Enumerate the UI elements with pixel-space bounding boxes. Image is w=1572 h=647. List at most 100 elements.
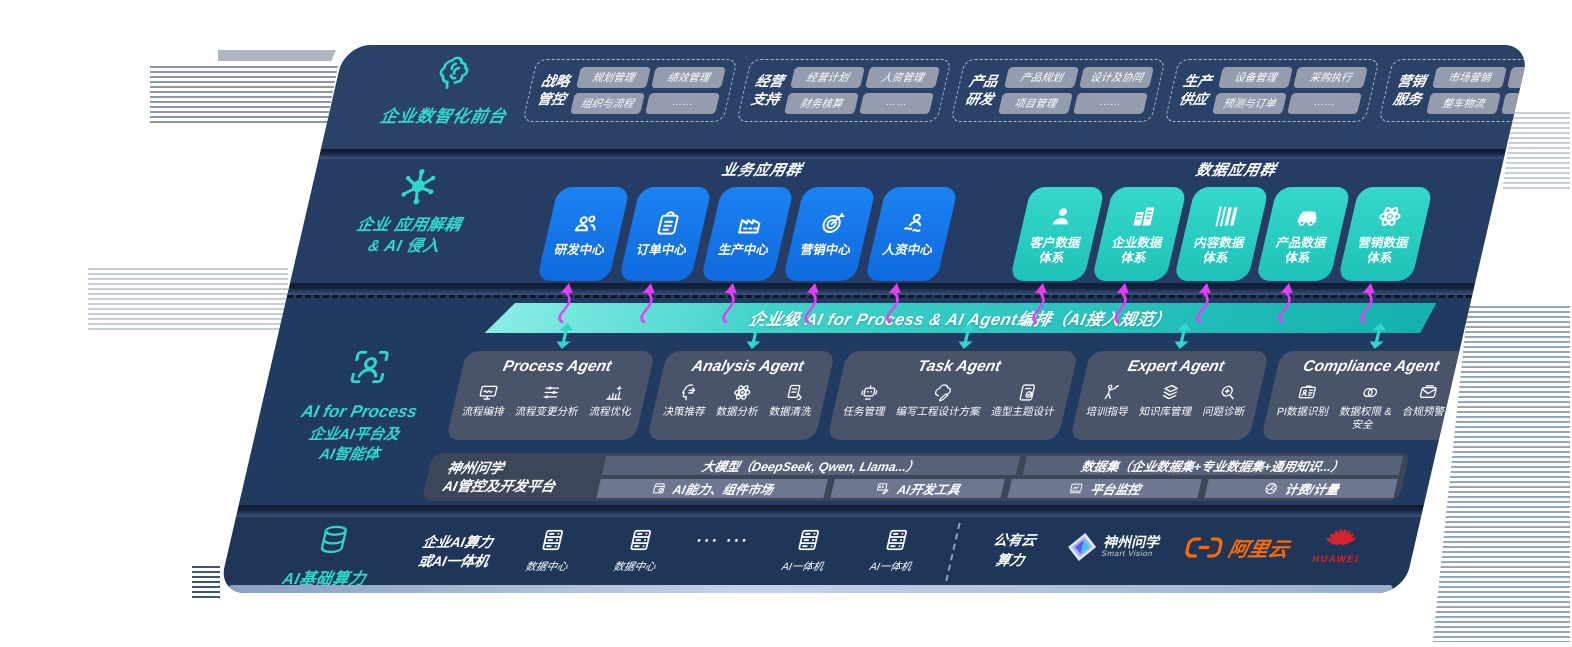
apps-label: 企业 应用解耦 & AI 侵入 bbox=[324, 216, 489, 258]
agent-item-label: 流程编排 bbox=[460, 406, 506, 418]
slab-edge bbox=[318, 149, 1506, 159]
enterprise-compute-line2: 或AI一体机 bbox=[416, 552, 491, 569]
monitor-icon bbox=[1067, 481, 1085, 496]
dev-platform-label: 神州问学 AI管控及开发平台 bbox=[429, 459, 605, 495]
decision-icon bbox=[676, 382, 702, 403]
market-icon bbox=[649, 481, 667, 496]
frontdesk-pill: 财务核算 bbox=[784, 93, 859, 114]
smartvision-name: 神州问学 bbox=[1102, 534, 1163, 551]
server-icon bbox=[880, 525, 913, 555]
atom-icon bbox=[729, 382, 755, 403]
agent-box: Task Agent 任务管理 编写工程设计方案 造型主题设计 bbox=[826, 323, 1079, 441]
app-card-label: 订单中心 bbox=[635, 243, 689, 257]
slab-bottom-highlight bbox=[226, 585, 1394, 593]
platform-tool-label: 平台监控 bbox=[1088, 483, 1142, 497]
frontdesk-group-pills: 经营计划 人资管理 财务核算…… bbox=[784, 67, 940, 114]
frontdesk-pill: …… bbox=[1501, 93, 1530, 114]
frontdesk-group-pills: 产品规划 设计及协同 项目管理…… bbox=[998, 67, 1154, 114]
alicloud-logo-icon bbox=[1182, 535, 1226, 560]
agent-items: PI数据识别 数据权限 & 安全 合规预警 bbox=[1272, 382, 1451, 431]
app-card: 营销中心 bbox=[782, 187, 877, 324]
huawei-logo-icon bbox=[1322, 529, 1358, 553]
server-icon bbox=[536, 525, 569, 555]
teal-updown-arrow bbox=[743, 323, 766, 354]
agent-item-label: 流程变更分析 bbox=[513, 406, 580, 418]
agent-item: 问题诊断 bbox=[1201, 382, 1251, 419]
app-card: 人资中心 bbox=[864, 187, 959, 324]
dataset-bar: 数据集（企业数据集+专业数据集+通用知识...） bbox=[1022, 456, 1404, 475]
compute-node: 数据中心 bbox=[601, 525, 676, 574]
teal-updown-arrow bbox=[552, 323, 575, 354]
agent-title: Expert Agent bbox=[1126, 358, 1226, 375]
dev-platform-row-bottom: AI能力、组件市场 AI开发工具 平台监控 计费/计量 bbox=[596, 479, 1398, 498]
clean-icon bbox=[782, 382, 808, 403]
public-cloud-line2: 算力 bbox=[994, 551, 1027, 568]
frontdesk-pill: 客户关系 bbox=[1507, 67, 1530, 88]
agent-title: Analysis Agent bbox=[690, 358, 806, 375]
diagnose-icon bbox=[1215, 382, 1241, 403]
compute-node: 数据中心 bbox=[513, 525, 588, 574]
dashed-divider bbox=[945, 523, 961, 581]
teal-updown-arrow bbox=[1366, 323, 1389, 354]
agent-item: 数据分析 bbox=[715, 382, 765, 419]
person-icon bbox=[1045, 203, 1078, 230]
magenta-flow-arrow bbox=[558, 283, 573, 324]
app-card-label: 生产中心 bbox=[717, 243, 771, 257]
app-card: 产品数据 体系 bbox=[1255, 187, 1352, 324]
agent-item-label: 流程优化 bbox=[587, 406, 633, 418]
frontdesk-pill: 项目管理 bbox=[998, 93, 1073, 114]
frontdesk-groups: 战略 管控 规划管理 绩效管理 组织与流程…… 经营 支持 经营计划 人资管理 财务核算……… bbox=[522, 59, 1530, 122]
compute-node: AI一体机 bbox=[769, 525, 844, 574]
frontdesk-pill: 设备管理 bbox=[1218, 67, 1293, 88]
idcard-icon bbox=[1294, 382, 1320, 403]
ai-platform-subtitle-line1: 企业AI平台及 bbox=[307, 426, 402, 443]
frontdesk-group: 经营 支持 经营计划 人资管理 财务核算…… bbox=[736, 59, 952, 122]
platform-tool-bar: 计费/计量 bbox=[1204, 479, 1398, 498]
smartvision-logo-icon bbox=[1064, 532, 1101, 562]
data-app-group: 数据应用群 客户数据 体系 企业数据 体系 内容数据 体系 产品数据 体系 营销数据 体系 bbox=[1009, 159, 1440, 324]
agent-item-label: 数据权限 & 安全 bbox=[1338, 406, 1394, 431]
training-icon bbox=[1099, 382, 1125, 403]
decorative-stripes bbox=[88, 268, 288, 330]
target-icon bbox=[815, 210, 848, 237]
agent-box: Process Agent 流程编排 流程变更分析 流程优化 bbox=[445, 323, 656, 441]
frontdesk-legend: 企业数智化前台 bbox=[366, 53, 533, 127]
decorative-stripes bbox=[150, 66, 338, 124]
magenta-flow-arrow bbox=[804, 283, 819, 324]
server-icon bbox=[792, 525, 825, 555]
agent-boxes: Process Agent 流程编排 流程变更分析 流程优化 Analysis Ag… bbox=[445, 323, 1469, 441]
frontdesk-group-pills: 市场营销 客户关系 整车物流…… bbox=[1426, 67, 1530, 114]
dev-platform-bars: 大模型（DeepSeek, Qwen, Llama...） 数据集（企业数据集+… bbox=[596, 456, 1404, 498]
clipboard-icon bbox=[651, 210, 684, 237]
agent-title: Task Agent bbox=[916, 358, 1003, 375]
agent-item-label: 数据清洗 bbox=[767, 406, 813, 418]
ai-platform-subtitle-line2: AI智能体 bbox=[317, 445, 382, 463]
agent-item: 造型主题设计 bbox=[990, 382, 1061, 419]
atom-icon bbox=[1373, 203, 1406, 230]
data-cards: 客户数据 体系 企业数据 体系 内容数据 体系 产品数据 体系 营销数据 体系 bbox=[1009, 187, 1434, 324]
vendor-smartvision: 神州问学 Smart Vision bbox=[1064, 532, 1163, 562]
teal-updown-arrow bbox=[1171, 323, 1194, 354]
agent-item: 数据清洗 bbox=[768, 382, 818, 419]
teal-updown-arrow bbox=[954, 323, 977, 354]
agent-item-label: 数据分析 bbox=[714, 406, 760, 418]
decorative-stripes bbox=[192, 566, 220, 600]
frontdesk-pill: 产品规划 bbox=[1004, 67, 1079, 88]
public-cloud-label: 公有云 算力 bbox=[966, 531, 1059, 570]
platform-tool-bar: AI开发工具 bbox=[830, 479, 1006, 498]
app-card-label: 营销中心 bbox=[799, 243, 853, 257]
agent-items: 决策推荐 数据分析 数据清洗 bbox=[662, 382, 818, 419]
app-card: 订单中心 bbox=[618, 187, 713, 324]
business-cards: 研发中心 订单中心 生产中心 营销中心 人资中心 bbox=[536, 187, 960, 324]
frontdesk-group: 产品 研发 产品规划 设计及协同 项目管理…… bbox=[950, 59, 1166, 122]
agent-item-label: 知识库管理 bbox=[1137, 406, 1194, 418]
magenta-flow-arrow bbox=[722, 283, 737, 324]
dev-platform-panel: 神州问学 AI管控及开发平台 大模型（DeepSeek, Qwen, Llama… bbox=[421, 453, 1410, 501]
frontdesk-group-pills: 规划管理 绩效管理 组织与流程…… bbox=[570, 67, 726, 114]
app-card-label: 产品数据 体系 bbox=[1274, 235, 1329, 265]
agent-items: 培训指导 知识库管理 问题诊断 bbox=[1085, 382, 1252, 419]
frontdesk-group: 战略 管控 规划管理 绩效管理 组织与流程…… bbox=[522, 59, 738, 122]
agent-item: 知识库管理 bbox=[1138, 382, 1199, 419]
app-card: 生产中心 bbox=[700, 187, 795, 324]
hr-icon bbox=[897, 210, 930, 237]
